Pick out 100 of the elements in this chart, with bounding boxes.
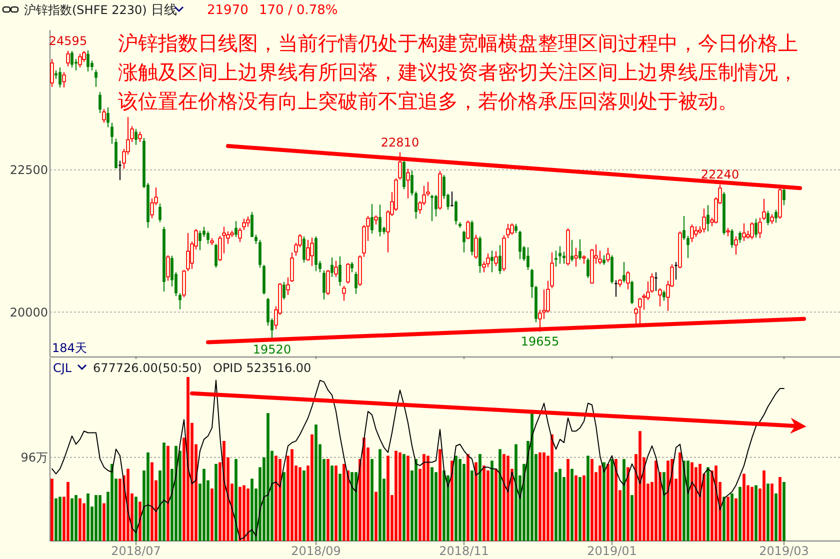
annotation: 19655 xyxy=(520,334,560,349)
candlestick xyxy=(58,67,62,88)
candlestick xyxy=(642,293,646,310)
candlestick xyxy=(674,262,678,280)
candlestick xyxy=(454,200,458,225)
bar xyxy=(542,452,546,541)
candlestick xyxy=(434,194,438,218)
candlestick xyxy=(706,204,710,232)
candlestick xyxy=(606,247,610,263)
candlestick xyxy=(158,202,162,223)
bar xyxy=(250,478,254,541)
bar xyxy=(722,496,726,541)
candlestick xyxy=(282,281,286,300)
bar xyxy=(282,472,286,541)
candlestick xyxy=(414,191,418,220)
bar xyxy=(670,459,674,541)
candlestick xyxy=(310,237,314,267)
candlestick xyxy=(518,230,522,260)
bar xyxy=(466,454,470,541)
bar xyxy=(58,496,62,541)
candlestick xyxy=(602,254,606,266)
candlestick xyxy=(338,256,342,286)
x-tick-label: 2019/03 xyxy=(759,544,809,558)
annotation: 该位置在价格没有向上突破前不宜追多，若价格承压回落则处于被动。 xyxy=(118,89,738,113)
candlestick xyxy=(702,208,706,233)
candlestick xyxy=(614,280,618,298)
candlestick xyxy=(98,91,102,114)
bar xyxy=(102,503,106,541)
bar xyxy=(442,470,446,541)
bar xyxy=(590,459,594,541)
bar xyxy=(450,460,454,541)
candlestick xyxy=(254,234,258,244)
candlestick xyxy=(462,230,466,253)
bar xyxy=(494,468,498,541)
bar xyxy=(422,454,426,541)
bar xyxy=(338,474,342,541)
candlestick xyxy=(206,230,210,244)
candlestick xyxy=(734,236,738,256)
bar xyxy=(498,449,502,541)
candlestick xyxy=(234,220,238,238)
bar xyxy=(330,466,334,541)
bar xyxy=(174,446,178,541)
candlestick xyxy=(766,210,770,226)
bar xyxy=(638,431,642,541)
candlestick xyxy=(682,215,686,240)
bar xyxy=(698,464,702,541)
bar xyxy=(302,470,306,541)
bar xyxy=(610,459,614,541)
annotation: 沪锌指数日线图，当前行情仍处于构建宽幅横盘整理区间过程中，今日价格上 xyxy=(118,31,798,55)
bar xyxy=(278,459,282,541)
candlestick xyxy=(134,128,138,146)
candlestick xyxy=(342,285,346,302)
bar xyxy=(66,482,70,541)
candlestick xyxy=(266,297,270,326)
candlestick xyxy=(662,290,666,302)
bar xyxy=(550,434,554,541)
bar xyxy=(602,462,606,541)
bar xyxy=(662,472,666,541)
bar xyxy=(750,486,754,541)
bar xyxy=(70,498,74,541)
candlestick xyxy=(562,251,566,264)
bar xyxy=(118,478,122,541)
candlestick xyxy=(94,69,98,88)
candlestick xyxy=(346,262,350,284)
bar xyxy=(242,485,246,541)
candlestick xyxy=(86,50,90,72)
candlestick xyxy=(514,223,518,234)
annotation: 涨触及区间上边界线有所回落，建议投资者密切关注区间上边界线压制情况， xyxy=(118,60,798,84)
candlestick xyxy=(774,209,778,224)
annotation: 22240 xyxy=(700,168,740,182)
bar xyxy=(398,452,402,541)
x-tick-label: 2018/07 xyxy=(111,544,161,558)
candlestick xyxy=(78,53,82,68)
candlestick xyxy=(578,238,582,260)
candlestick xyxy=(574,247,578,268)
bar xyxy=(334,466,338,541)
bar xyxy=(706,467,710,541)
bar xyxy=(266,413,270,541)
candlestick xyxy=(378,204,382,237)
candlestick xyxy=(410,170,414,196)
bar xyxy=(94,495,98,541)
bar xyxy=(458,459,462,541)
bar xyxy=(146,452,150,541)
text: 677726.00(50:50) xyxy=(93,361,202,375)
bar xyxy=(566,459,570,541)
candlestick xyxy=(450,191,454,207)
annotation: 184天 xyxy=(52,341,87,355)
bar xyxy=(730,493,734,541)
bar xyxy=(774,493,778,541)
candlestick xyxy=(694,226,698,238)
bar xyxy=(54,498,58,541)
x-tick-label: 2018/09 xyxy=(291,544,341,558)
bar xyxy=(426,456,430,541)
bar xyxy=(482,466,486,541)
bar xyxy=(598,466,602,541)
candlestick xyxy=(70,50,74,68)
candlestick xyxy=(250,211,254,238)
bar xyxy=(406,456,410,541)
bar xyxy=(202,468,206,541)
candlestick xyxy=(302,236,306,264)
